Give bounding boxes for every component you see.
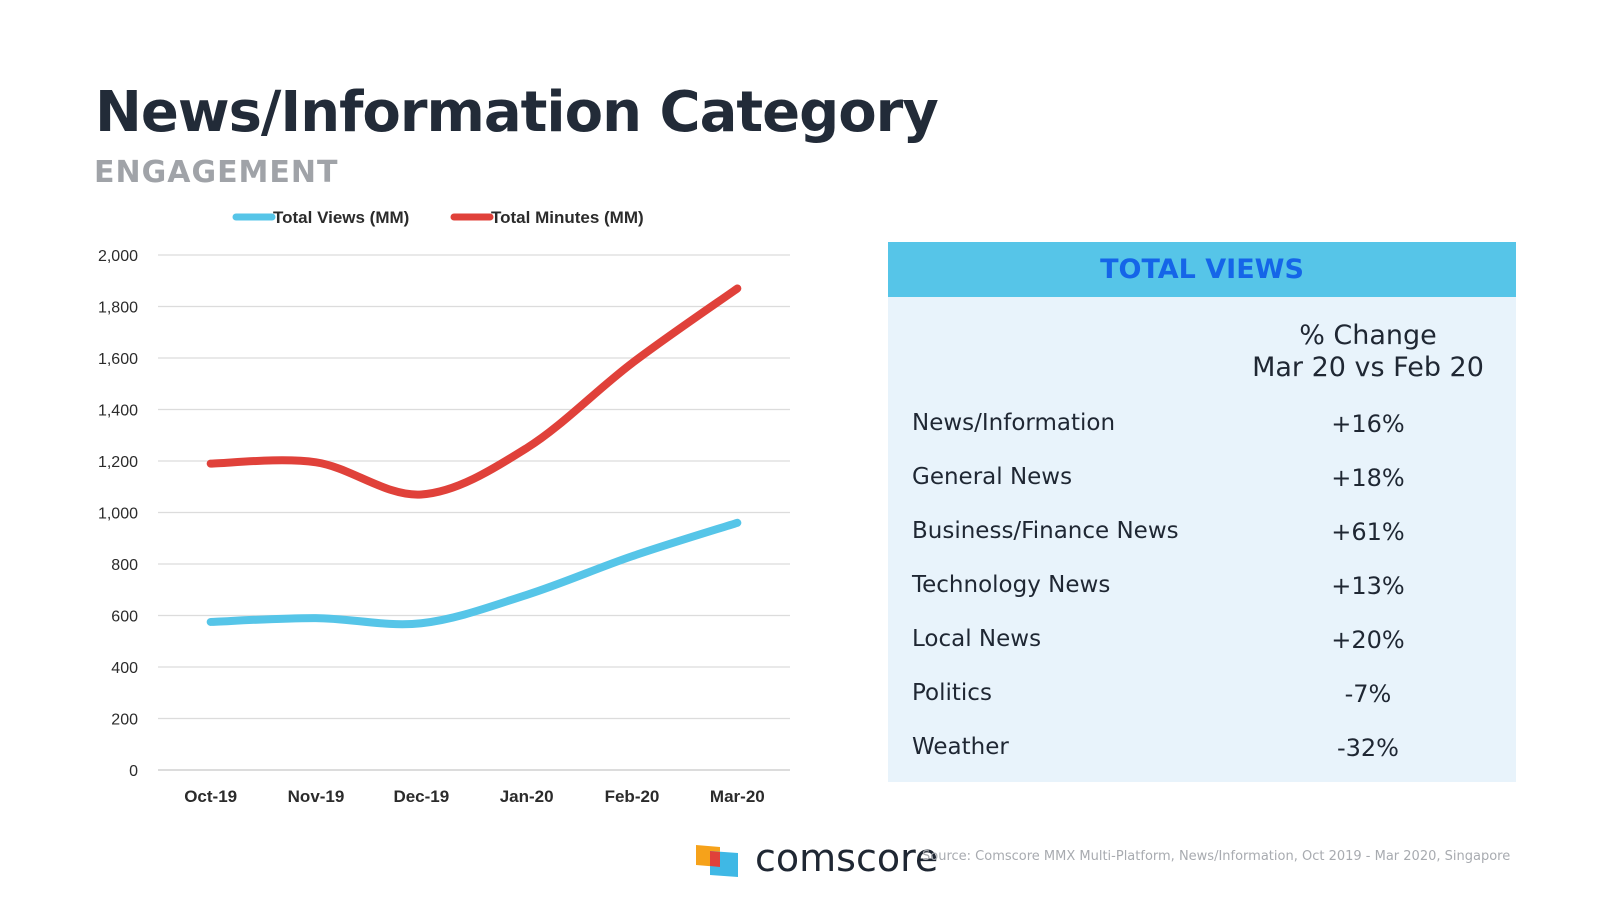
- column-header-line2: Mar 20 vs Feb 20: [1252, 352, 1484, 383]
- row-label: Technology News: [912, 572, 1111, 598]
- table-row: Local News +20%: [888, 626, 1516, 680]
- y-tick-label: 2,000: [98, 248, 138, 265]
- row-label: Politics: [912, 680, 992, 706]
- row-label: Local News: [912, 626, 1042, 652]
- row-label: Business/Finance News: [912, 518, 1179, 544]
- row-value: +20%: [1331, 626, 1405, 654]
- chart-legend: Total Views (MM) Total Minutes (MM): [232, 208, 644, 227]
- row-label: News/Information: [912, 410, 1116, 436]
- x-tick-label: Feb-20: [605, 787, 660, 805]
- page-subtitle: ENGAGEMENT: [94, 155, 339, 190]
- y-tick-label: 1,800: [98, 300, 138, 317]
- x-tick-label: Jan-20: [500, 787, 554, 805]
- y-tick-label: 600: [111, 609, 138, 626]
- x-tick-label: Dec-19: [393, 787, 449, 805]
- table-row: Weather -32%: [888, 734, 1516, 788]
- y-tick-label: 400: [111, 660, 138, 677]
- row-value: -32%: [1336, 734, 1399, 762]
- row-value: +13%: [1331, 572, 1405, 600]
- series-line-total-views-mm: [206, 518, 742, 629]
- line-chart: Total Views (MM) Total Minutes (MM) 0 200 4…: [98, 208, 790, 805]
- column-header-line1: % Change: [1299, 320, 1437, 351]
- page-title: News/Information Category: [95, 80, 939, 145]
- y-tick-label: 1,200: [98, 454, 138, 471]
- row-label: General News: [912, 464, 1073, 490]
- x-tick-label: Nov-19: [288, 787, 345, 805]
- y-tick-label: 0: [129, 763, 138, 780]
- x-tick-label: Mar-20: [710, 787, 765, 805]
- table-row: Politics -7%: [888, 680, 1516, 734]
- brand-name: comscore: [755, 836, 939, 880]
- y-tick-label: 200: [111, 712, 138, 729]
- series-line-total-minutes-mm: [206, 284, 742, 499]
- category-list: News/Information +16% General News +18% Bu…: [888, 410, 1516, 788]
- chart-gridlines: [158, 254, 790, 771]
- chart-series: [206, 284, 742, 629]
- source-note: Source: Comscore MMX Multi-Platform, New…: [922, 849, 1511, 864]
- legend-label: Total Minutes (MM): [491, 208, 644, 227]
- table-row: News/Information +16%: [888, 410, 1516, 464]
- y-tick-label: 800: [111, 557, 138, 574]
- y-tick-label: 1,000: [98, 506, 138, 523]
- row-label: Weather: [912, 734, 1009, 760]
- column-header: % Change Mar 20 vs Feb 20: [1243, 320, 1493, 384]
- x-axis-ticks: Oct-19 Nov-19 Dec-19 Jan-20 Feb-20 Mar-20: [184, 787, 765, 805]
- y-tick-label: 1,400: [98, 403, 138, 420]
- row-value: +61%: [1331, 518, 1405, 546]
- row-value: +16%: [1331, 410, 1405, 438]
- y-axis-ticks: 0 200 400 600 800 1,000 1,200 1,400 1,600 1,800 2,…: [98, 248, 138, 780]
- panel-header-title: TOTAL VIEWS: [1100, 254, 1304, 285]
- x-tick-label: Oct-19: [184, 787, 237, 805]
- total-views-panel: TOTAL VIEWS % Change Mar 20 vs Feb 20 Ne…: [888, 242, 1516, 782]
- table-row: Technology News +13%: [888, 572, 1516, 626]
- table-row: General News +18%: [888, 464, 1516, 518]
- y-tick-label: 1,600: [98, 351, 138, 368]
- row-value: +18%: [1331, 464, 1405, 492]
- panel-header: TOTAL VIEWS: [888, 242, 1516, 297]
- row-value: -7%: [1344, 680, 1392, 708]
- table-row: Business/Finance News +61%: [888, 518, 1516, 572]
- legend-label: Total Views (MM): [273, 208, 409, 227]
- comscore-logo-icon: [696, 845, 738, 877]
